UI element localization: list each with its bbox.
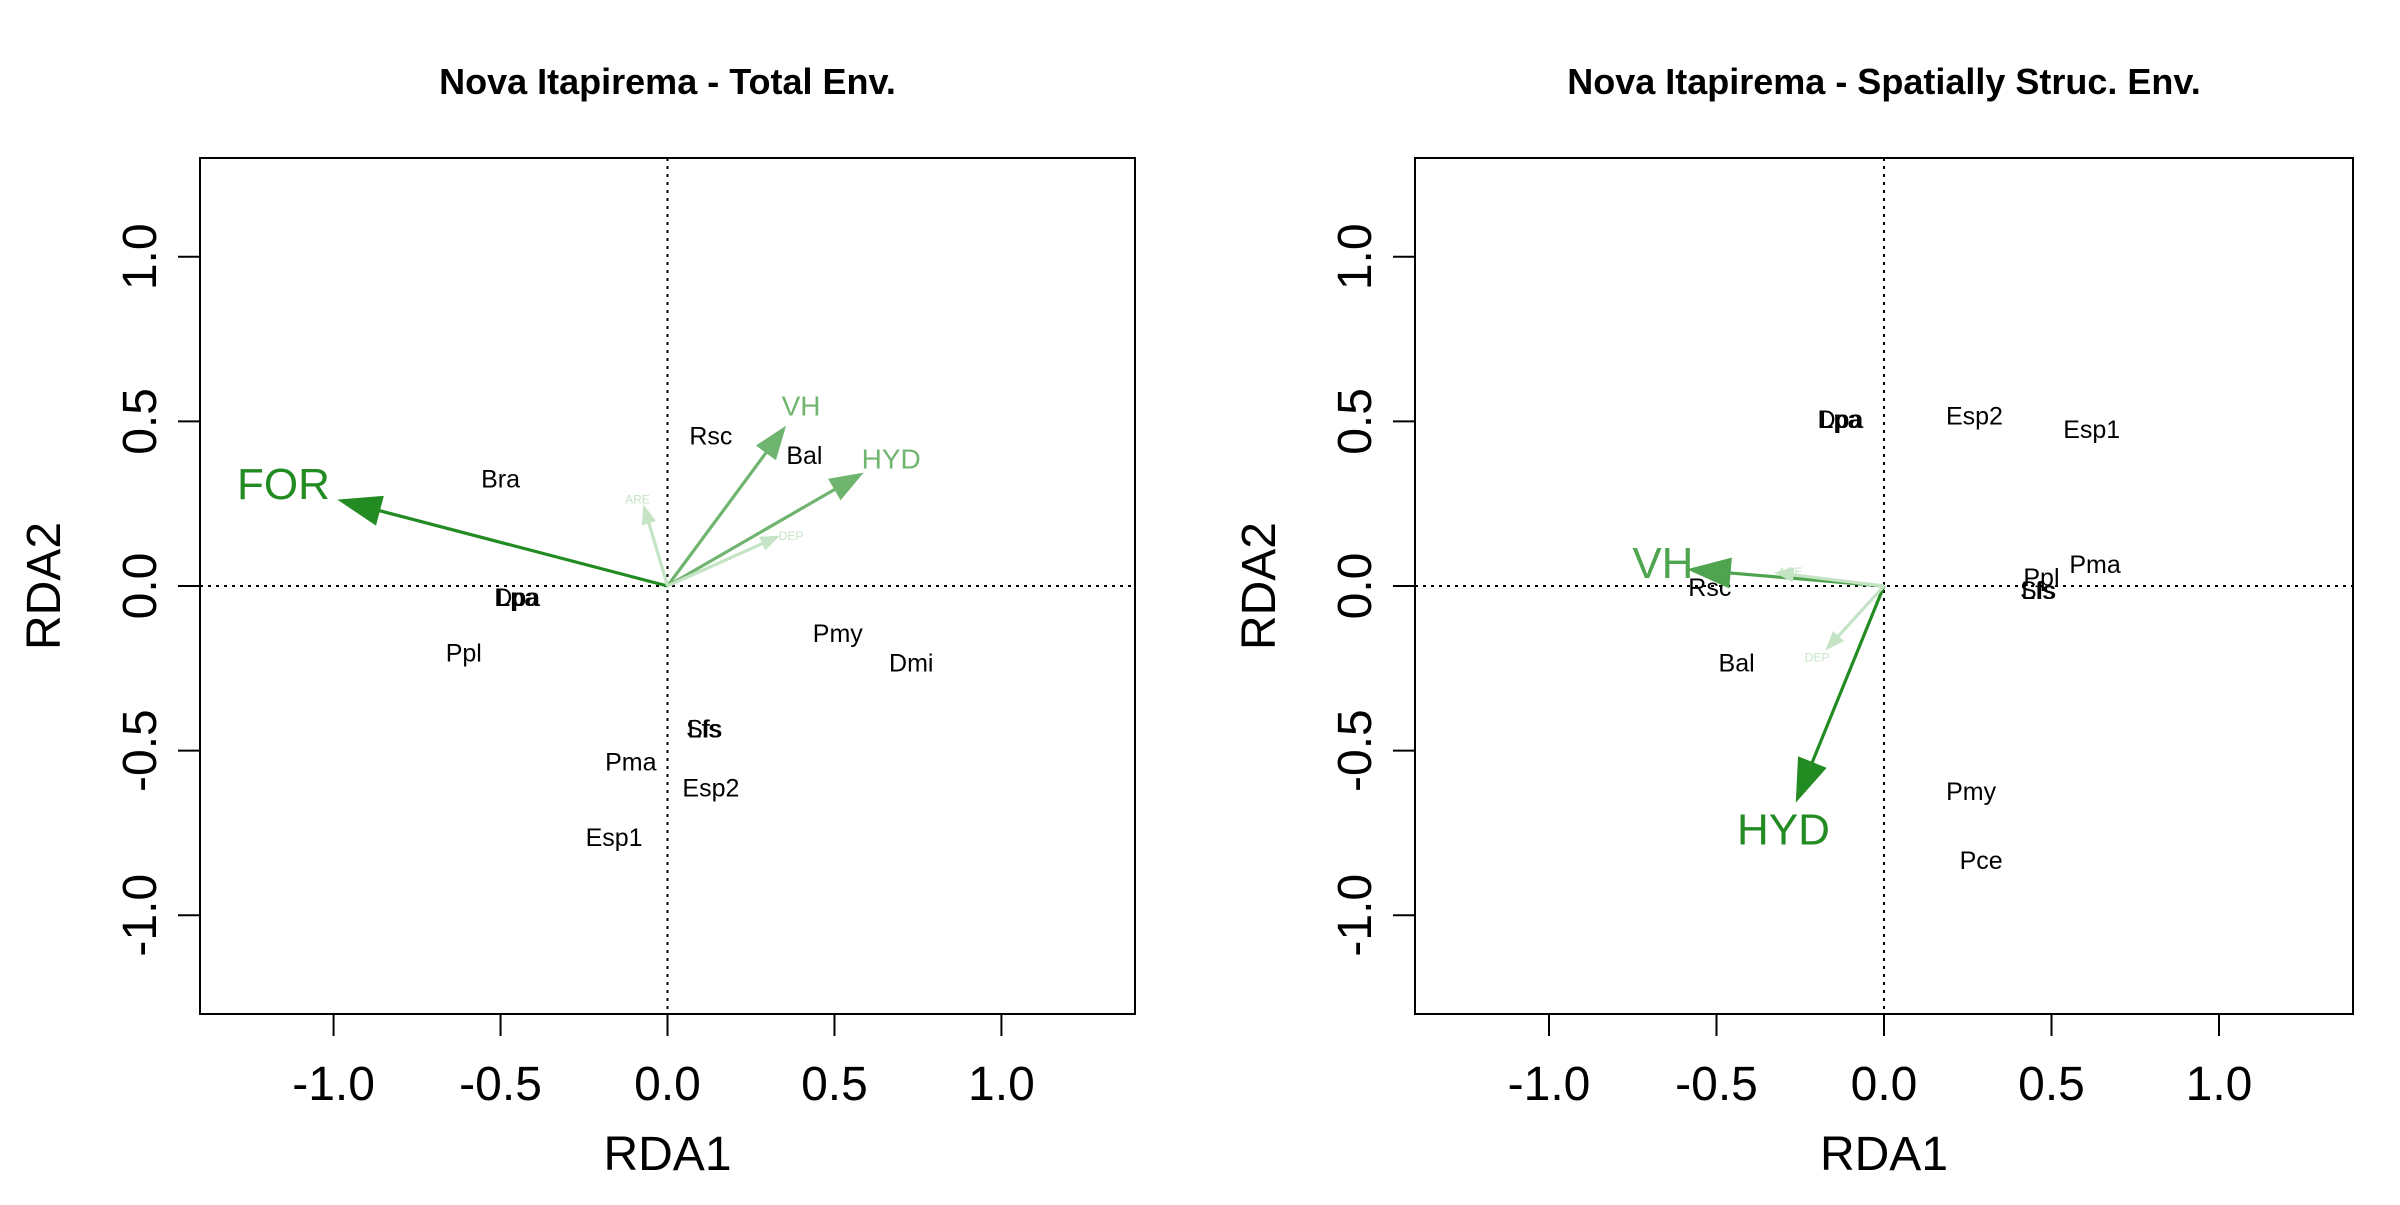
y-tick-label: 0.5 xyxy=(1329,388,1382,455)
species-label: Esp1 xyxy=(586,824,643,852)
x-tick-label: 1.0 xyxy=(2186,1058,2253,1111)
vector-label: HYD xyxy=(862,443,921,474)
species-label: Bal xyxy=(786,442,822,470)
species-label: Bra xyxy=(481,465,520,493)
vector-label: DEP xyxy=(1805,651,1830,665)
species-label: Esp2 xyxy=(682,775,739,803)
y-tick-label: -1.0 xyxy=(1329,874,1382,957)
species-label: Pmy xyxy=(813,620,864,648)
species-label: Lpa xyxy=(496,584,538,612)
vector-shaft xyxy=(1810,585,1886,764)
vector-shaft xyxy=(1836,584,1886,638)
vector-shaft xyxy=(666,487,837,588)
species-label: Lpa xyxy=(1820,406,1862,434)
y-tick-label: -0.5 xyxy=(1329,709,1382,792)
vector-arrowhead xyxy=(1686,557,1732,589)
species-label: Sfs xyxy=(2020,577,2056,605)
x-tick-label: -1.0 xyxy=(1508,1058,1591,1111)
vector-shaft xyxy=(666,451,768,587)
vector-label: FOR xyxy=(237,460,330,509)
y-tick-label: 1.0 xyxy=(114,223,167,290)
species-label: Esp2 xyxy=(1946,403,2003,431)
y-tick-label: 1.0 xyxy=(1329,223,1382,290)
species-label: Pmy xyxy=(1946,778,1997,806)
vector-label: VH xyxy=(1632,539,1693,588)
species-label: Esp1 xyxy=(2063,416,2120,444)
y-tick-label: -0.5 xyxy=(114,709,167,792)
x-tick-label: 1.0 xyxy=(968,1058,1035,1111)
y-tick-label: 0.5 xyxy=(114,388,167,455)
vector-arrowhead xyxy=(641,504,657,526)
species-label: Pce xyxy=(1960,847,2003,875)
vector-arrowhead xyxy=(1825,630,1844,651)
species-label: Dmi xyxy=(889,650,933,678)
y-tick-label: 0.0 xyxy=(1329,553,1382,620)
species-label: Dpa xyxy=(1818,406,1864,434)
species-label: Pma xyxy=(2069,551,2121,579)
x-tick-label: -0.5 xyxy=(459,1058,542,1111)
species-label: Ppl xyxy=(446,640,482,668)
vector-arrowhead xyxy=(1773,567,1795,583)
x-tick-label: 0.0 xyxy=(1851,1058,1918,1111)
species-label: Ppl xyxy=(2023,564,2059,592)
species-label: Bal xyxy=(1719,650,1755,678)
x-tick-label: -1.0 xyxy=(292,1058,375,1111)
vector-shaft xyxy=(378,508,668,588)
vector-label: ARE xyxy=(1778,565,1803,579)
y-axis-label: RDA2 xyxy=(1233,522,1286,650)
species-label: Pma xyxy=(605,748,657,776)
vector-arrowhead xyxy=(337,495,384,526)
x-axis-label: RDA1 xyxy=(1820,1128,1948,1181)
vector-arrowhead xyxy=(828,472,864,501)
chart-title: Nova Itapirema - Spatially Struc. Env. xyxy=(1567,61,2201,102)
vector-arrowhead xyxy=(755,425,787,461)
x-tick-label: 0.0 xyxy=(634,1058,701,1111)
x-tick-label: -0.5 xyxy=(1675,1058,1758,1111)
species-label: Lfs xyxy=(2021,577,2054,605)
vector-label: VH xyxy=(782,391,821,422)
vector-shaft xyxy=(666,541,764,588)
y-axis-label: RDA2 xyxy=(18,522,71,650)
vector-arrowhead xyxy=(759,535,781,551)
vector-label: DEP xyxy=(779,529,804,543)
y-tick-label: 0.0 xyxy=(114,553,167,620)
x-axis-label: RDA1 xyxy=(603,1128,731,1181)
total-env-panel: Nova Itapirema - Total Env. -1.0 -0.5 0.0 0.… xyxy=(18,61,1136,1181)
species-label: Lfs xyxy=(688,715,721,743)
vector-shaft xyxy=(1792,573,1885,588)
vector-arrowhead xyxy=(1795,756,1827,803)
vector-label: ARE xyxy=(625,493,650,507)
x-tick-label: 0.5 xyxy=(2018,1058,2085,1111)
species-label: Rsc xyxy=(689,422,732,450)
species-label: Sfs xyxy=(686,715,722,743)
vector-shaft xyxy=(647,521,670,587)
spatially-structured-env-panel: Nova Itapirema - Spatially Struc. Env. -1… xyxy=(1233,61,2354,1181)
x-tick-label: 0.5 xyxy=(801,1058,868,1111)
y-tick-label: -1.0 xyxy=(114,874,167,957)
species-label: Dpa xyxy=(494,584,540,612)
vector-label: HYD xyxy=(1737,806,1830,855)
chart-title: Nova Itapirema - Total Env. xyxy=(439,61,896,102)
